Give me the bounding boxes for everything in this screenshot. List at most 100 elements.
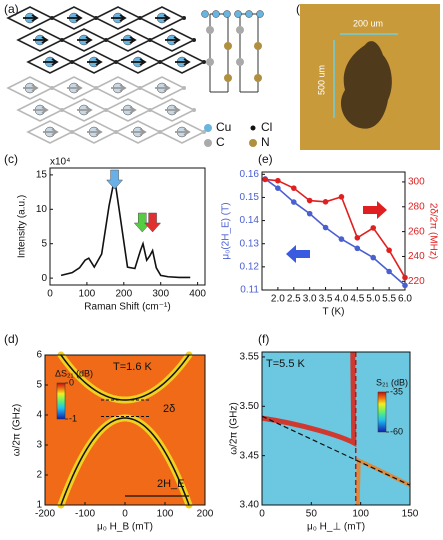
spin-arrow: [87, 58, 103, 66]
x-tick-label: 5.0: [366, 294, 380, 305]
x-tick-label: 4.5: [350, 294, 364, 305]
panel-label: (f): [258, 332, 269, 346]
x-tick-label: 2.0: [271, 294, 285, 305]
data-point: [262, 176, 268, 183]
legend-swatch: [204, 139, 212, 147]
legend-label: C: [216, 135, 225, 149]
spin-arrow: [33, 36, 49, 44]
y-tick-label: 0.15: [240, 192, 260, 203]
cl-atom: [202, 130, 206, 134]
x-tick-label: 400: [189, 289, 206, 300]
x-axis-label: Raman Shift (cm⁻¹): [84, 302, 170, 313]
chain-cu: [212, 10, 220, 18]
direction-arrow: [286, 245, 310, 263]
chain-atom: [206, 26, 214, 34]
data-point: [386, 247, 392, 254]
y-tick-label: 5: [36, 380, 42, 391]
x-axis-label: T (K): [322, 307, 344, 318]
data-point: [322, 199, 329, 205]
x-tick-label: 100: [79, 289, 96, 300]
colorbar-tick-label: -60: [390, 426, 403, 436]
peak-arrow: [144, 212, 162, 233]
panel-label: (a): [4, 2, 19, 16]
spin-arrow: [23, 84, 39, 92]
spin-arrow: [121, 36, 137, 44]
cl-atom: [192, 108, 196, 112]
spin-arrow: [111, 14, 127, 22]
data-point: [402, 282, 408, 289]
spin-arrow: [131, 128, 147, 136]
x-tick-label: 4.0: [334, 294, 348, 305]
resonance: [261, 351, 357, 448]
peak-arrow: [133, 212, 151, 233]
panel-label: (e): [258, 152, 273, 166]
multiplier: x10⁴: [50, 157, 70, 168]
chain-cu: [223, 10, 231, 18]
x-tick-label: 3.0: [303, 294, 317, 305]
x-tick-label: -200: [35, 509, 55, 520]
data-point: [386, 268, 392, 275]
chain-atom: [236, 26, 244, 34]
spin-arrow: [87, 128, 103, 136]
data-point: [275, 177, 281, 184]
legend-label: Cl: [261, 120, 272, 134]
direction-arrow: [363, 201, 387, 219]
x-tick-label: -100: [75, 509, 95, 520]
data-line: [265, 178, 406, 278]
spin-arrow: [23, 14, 39, 22]
x-tick-label: 200: [115, 289, 132, 300]
data-line: [264, 178, 406, 286]
data-point: [322, 224, 329, 231]
spin-arrow: [175, 58, 191, 66]
spin-arrow: [67, 84, 83, 92]
chain-atom: [236, 58, 244, 66]
annotation: 2H_E: [157, 478, 185, 490]
x-tick-label: 0: [47, 289, 53, 300]
data-point: [290, 185, 297, 191]
chain-atom: [224, 42, 232, 50]
x-axis-label: μ₀ H_⊥ (mT): [307, 522, 365, 533]
y-tick-label: 15: [36, 170, 48, 181]
heatmap: [261, 351, 411, 506]
cl-atom: [182, 86, 186, 90]
data-line: [60, 178, 191, 279]
annotation: T=5.5 K: [266, 358, 305, 370]
y-tick-label: 3.50: [240, 401, 260, 412]
y-tick-label: 6: [36, 350, 42, 361]
peak-arrow: [106, 169, 124, 190]
y-tick-label: 10: [36, 204, 48, 215]
x-tick-label: 0: [122, 509, 128, 520]
spin-arrow: [165, 36, 181, 44]
y-tick-label: 0.13: [240, 238, 260, 249]
cl-atom: [182, 16, 186, 20]
chain-atom: [206, 58, 214, 66]
spin-arrow: [33, 106, 49, 114]
panel-label: (d): [4, 332, 19, 346]
chain-cu: [245, 10, 253, 18]
scale-label: 200 um: [353, 18, 383, 28]
data-point: [306, 197, 313, 204]
chain-cu: [234, 10, 242, 18]
y-tick-label: 0: [41, 273, 47, 284]
y-tick-label: 0.11: [240, 285, 259, 296]
data-point: [338, 194, 345, 200]
x-tick-label: 6.0: [398, 294, 412, 305]
mode-curve: [60, 417, 190, 506]
annotation: 2δ: [163, 403, 175, 415]
y-tick-label: 3: [36, 440, 42, 451]
x-tick-label: 50: [306, 509, 318, 520]
spin-arrow: [43, 128, 59, 136]
legend-label: Cu: [216, 120, 231, 134]
y-axis-label: Intensity (a.u.): [17, 195, 28, 258]
chain-cu: [201, 10, 209, 18]
spin-arrow: [175, 128, 191, 136]
colorbar-label: ΔS₂₁ (dB): [55, 368, 93, 378]
spin-arrow: [155, 14, 171, 22]
legend-swatch: [249, 139, 257, 147]
spin-arrow: [165, 106, 181, 114]
y2-tick-label: 280: [408, 201, 425, 212]
annotation: T=1.6 K: [113, 361, 152, 373]
spin-arrow: [111, 84, 127, 92]
x-tick-label: 5.5: [382, 294, 396, 305]
